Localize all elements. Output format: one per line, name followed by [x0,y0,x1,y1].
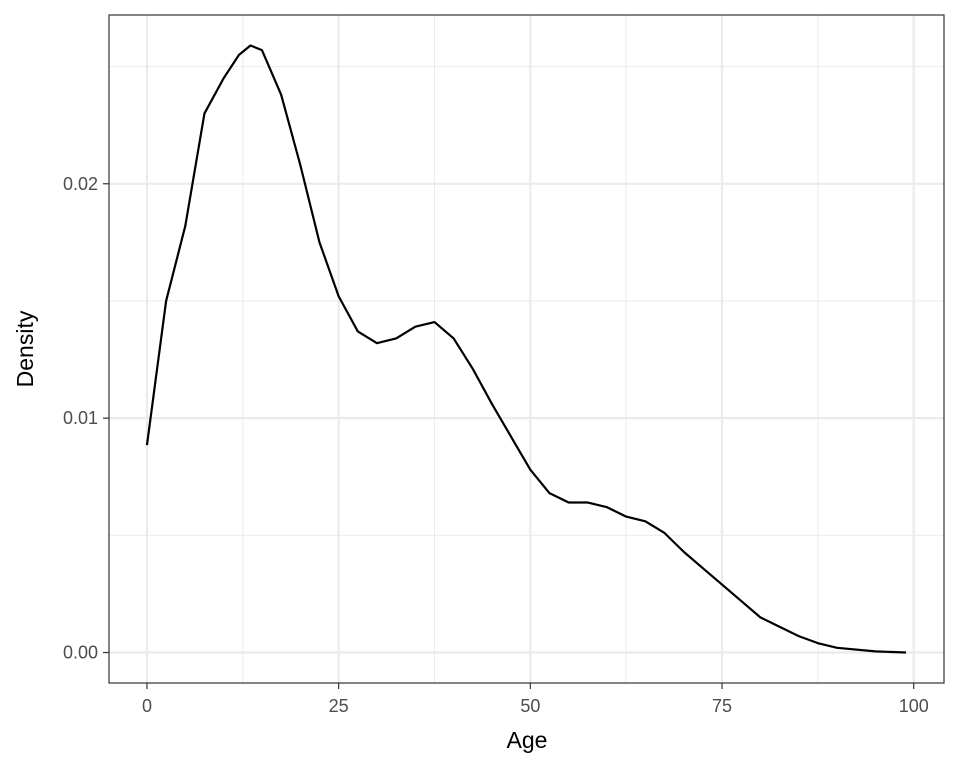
y-tick-label: 0.01 [63,408,98,428]
panel-border [108,14,945,684]
x-tick-label: 25 [329,696,349,716]
x-tick-label: 50 [520,696,540,716]
x-tick-label: 0 [142,696,152,716]
x-tick-label: 75 [712,696,732,716]
density-line [145,44,907,654]
x-axis-title: Age [507,727,548,753]
y-tick-label: 0.02 [63,174,98,194]
y-axis-title: Density [12,310,38,387]
y-tick-label: 0.00 [63,643,98,663]
x-tick-label: 100 [899,696,929,716]
